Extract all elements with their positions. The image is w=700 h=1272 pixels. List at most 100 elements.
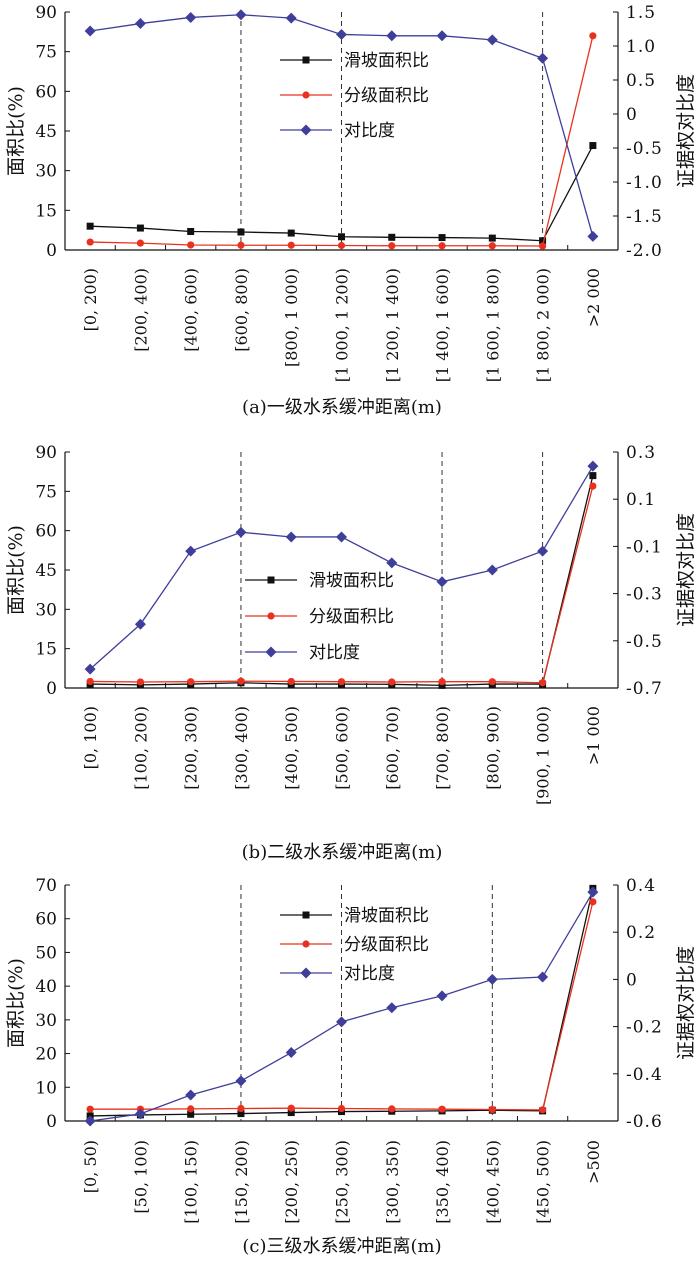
left-tick-label: 45 <box>35 122 57 142</box>
data-point <box>337 678 346 686</box>
data-point <box>537 52 549 64</box>
x-tick-label: [200, 400) <box>131 268 150 352</box>
data-point <box>187 1110 195 1118</box>
legend-marker <box>302 56 310 64</box>
legend-marker <box>300 967 312 979</box>
chart-panel-a: 0 15 30 45 60 75 90 -2.0 -1.5 -1.0 -0.5 0 0.5 1.0 1.5 面… <box>5 3 697 418</box>
series-landslide-ratio <box>86 142 597 245</box>
left-tick-label: 0 <box>46 679 57 699</box>
x-tick-label: >2 000 <box>584 268 603 327</box>
data-point <box>436 576 448 588</box>
right-tick-label: 0.1 <box>626 490 656 510</box>
legend-label: 分级面积比 <box>344 86 429 106</box>
legend-label: 滑坡面积比 <box>309 571 394 591</box>
data-point <box>539 237 547 245</box>
data-point <box>438 242 446 250</box>
data-point <box>488 678 496 686</box>
data-point <box>287 241 295 249</box>
legend-label: 对比度 <box>344 121 395 141</box>
data-point <box>538 242 547 250</box>
data-point <box>285 12 297 24</box>
x-tick-label: [50, 100) <box>131 1140 150 1214</box>
series-contrast <box>84 886 599 1127</box>
left-tick-label: 10 <box>35 1078 57 1098</box>
x-tick-label: [1 200, 1 400) <box>383 268 402 382</box>
data-point <box>237 1104 245 1113</box>
right-tick-label: 0 <box>626 970 637 990</box>
data-point <box>337 241 346 250</box>
data-point <box>84 663 96 675</box>
data-point <box>589 472 597 480</box>
data-point <box>235 9 247 21</box>
data-point <box>486 564 498 576</box>
data-point <box>587 230 599 242</box>
left-tick-label: 15 <box>35 640 57 660</box>
x-tick-label: [600, 800) <box>232 268 251 352</box>
data-point <box>388 1105 396 1113</box>
right-tick-label: 0 <box>626 105 637 125</box>
right-tick-label: -0.1 <box>626 537 663 557</box>
data-point <box>237 1110 245 1118</box>
left-tick-label: 60 <box>35 82 57 102</box>
right-tick-label: 0.3 <box>626 443 656 463</box>
legend-marker <box>265 646 277 658</box>
data-point <box>185 1089 197 1101</box>
x-tick-label: [400, 500) <box>282 706 301 790</box>
right-tick-label: 0.5 <box>626 71 656 91</box>
data-point <box>436 990 448 1002</box>
left-tick-label: 30 <box>35 600 57 620</box>
series-class-ratio <box>86 32 597 250</box>
data-point <box>537 545 549 557</box>
right-tick-label: 1.0 <box>626 37 656 57</box>
series-class-ratio <box>86 482 597 687</box>
x-tick-label: [800, 900) <box>483 706 502 790</box>
data-point <box>235 1075 247 1087</box>
data-point <box>388 233 396 241</box>
x-tick-label: [100, 200) <box>131 706 150 790</box>
data-point <box>86 238 94 246</box>
legend-label: 分级面积比 <box>344 935 429 955</box>
y-axis-title: 面积比(%) <box>5 958 27 1048</box>
left-tick-label: 70 <box>35 876 57 896</box>
data-point <box>587 886 599 898</box>
left-tick-label: 30 <box>35 1011 57 1031</box>
y2-axis-title: 证据权对比度 <box>675 74 697 188</box>
x-tick-label: [0, 200) <box>81 268 100 331</box>
data-point <box>438 681 446 689</box>
data-point <box>187 241 195 249</box>
data-point <box>185 545 197 557</box>
x-tick-label: [400, 600) <box>182 268 201 352</box>
data-point <box>285 531 297 543</box>
left-tick-label: 60 <box>35 910 57 930</box>
data-point <box>187 1105 195 1113</box>
data-point <box>589 32 597 40</box>
data-point <box>287 677 295 686</box>
y-axis-title: 面积比(%) <box>5 525 27 615</box>
x-tick-label: [1 000, 1 200) <box>333 268 352 382</box>
data-point <box>187 227 195 235</box>
data-point <box>237 228 245 236</box>
right-tick-label: -0.7 <box>626 679 663 699</box>
x-tick-label: [0, 50) <box>81 1140 100 1193</box>
legend-label: 对比度 <box>309 643 360 663</box>
x-tick-label: >1 000 <box>584 706 603 765</box>
right-tick-label: -0.6 <box>626 1112 663 1132</box>
data-point <box>386 1002 398 1014</box>
x-tick-label: [300, 350) <box>383 1140 402 1224</box>
x-tick-label: [350, 400) <box>433 1140 452 1224</box>
data-point <box>84 25 96 37</box>
data-point <box>86 222 94 230</box>
x-tick-label: [500, 600) <box>333 706 352 790</box>
x-tick-label: [1 800, 2 000) <box>534 268 553 382</box>
right-tick-label: -1.5 <box>626 207 663 227</box>
x-tick-label: [150, 200) <box>232 1140 251 1224</box>
x-tick-label: [100, 150) <box>182 1140 201 1224</box>
right-tick-label: -0.5 <box>626 139 663 159</box>
data-point <box>84 1115 96 1127</box>
left-tick-label: 45 <box>35 561 57 581</box>
x-tick-label: [0, 100) <box>81 706 100 769</box>
data-point <box>388 242 396 250</box>
data-point <box>488 1105 496 1114</box>
right-tick-label: -0.4 <box>626 1065 663 1085</box>
